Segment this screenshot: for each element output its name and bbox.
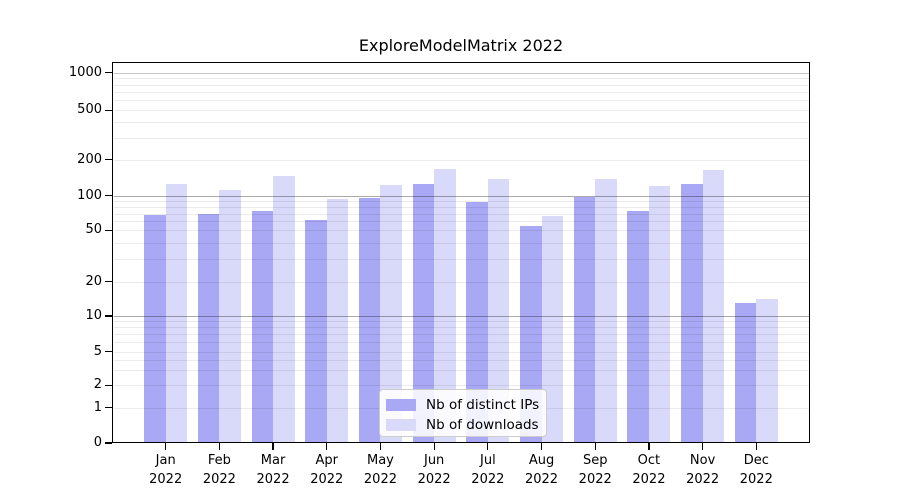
y-tick-200 bbox=[105, 158, 112, 161]
y-tick-20 bbox=[105, 280, 112, 283]
x-tick-label-nov: Nov 2022 bbox=[686, 453, 720, 487]
x-tick-label-feb: Feb 2022 bbox=[202, 453, 236, 487]
legend: Nb of distinct IPs Nb of downloads bbox=[379, 389, 547, 437]
bar-distinct-ips-nov bbox=[681, 183, 703, 443]
legend-item-downloads: Nb of downloads bbox=[386, 415, 539, 435]
legend-label-downloads: Nb of downloads bbox=[426, 417, 539, 433]
y-tick-50 bbox=[105, 229, 112, 231]
x-tick-jun bbox=[433, 443, 435, 450]
bar-distinct-ips-jun bbox=[412, 184, 435, 443]
x-tick-oct bbox=[648, 443, 650, 450]
bar-downloads-jun bbox=[434, 169, 456, 443]
x-tick-label-apr: Apr 2022 bbox=[310, 453, 344, 487]
gridline-400 bbox=[113, 122, 809, 124]
x-tick-feb bbox=[218, 443, 221, 450]
y-tick-0 bbox=[105, 442, 112, 444]
legend-item-distinct-ips: Nb of distinct IPs bbox=[386, 395, 540, 415]
y-tick-2 bbox=[105, 384, 112, 386]
x-tick-label-jan: Jan 2022 bbox=[149, 453, 183, 487]
x-tick-label-sep: Sep 2022 bbox=[578, 453, 612, 487]
x-tick-label-oct: Oct 2022 bbox=[632, 453, 666, 487]
x-tick-label-may: May 2022 bbox=[363, 453, 397, 487]
bar-distinct-ips-sep bbox=[573, 197, 596, 443]
gridline-700 bbox=[113, 92, 809, 94]
bar-distinct-ips-dec bbox=[734, 302, 757, 443]
x-tick-jan bbox=[165, 443, 167, 450]
x-tick-label-dec: Dec 2022 bbox=[739, 453, 773, 487]
y-tick-label-1: 1 bbox=[93, 399, 102, 415]
x-tick-dec bbox=[755, 443, 757, 450]
bar-downloads-oct bbox=[648, 186, 671, 443]
x-tick-jul bbox=[487, 443, 489, 450]
bar-downloads-aug bbox=[541, 215, 564, 443]
bar-downloads-apr bbox=[326, 199, 349, 443]
x-tick-may bbox=[379, 443, 382, 450]
bar-downloads-may bbox=[380, 184, 402, 443]
chart-title: ExploreModelMatrix 2022 bbox=[358, 36, 564, 55]
gridline-800 bbox=[113, 84, 809, 86]
y-tick-5 bbox=[105, 350, 112, 353]
x-tick-mar bbox=[272, 443, 274, 450]
x-tick-apr bbox=[326, 443, 328, 450]
bar-downloads-dec bbox=[756, 299, 778, 443]
y-tick-label-2: 2 bbox=[93, 377, 102, 393]
bar-distinct-ips-feb bbox=[197, 213, 220, 443]
bar-downloads-sep bbox=[595, 178, 617, 443]
bar-downloads-nov bbox=[702, 170, 725, 443]
bar-distinct-ips-jul bbox=[466, 202, 488, 443]
y-tick-label-20: 20 bbox=[85, 273, 102, 289]
bar-downloads-feb bbox=[219, 189, 241, 443]
legend-label-distinct-ips: Nb of distinct IPs bbox=[426, 397, 540, 413]
gridline-500 bbox=[113, 110, 809, 112]
y-tick-100 bbox=[105, 195, 112, 197]
y-tick-label-100: 100 bbox=[77, 187, 102, 203]
x-tick-label-mar: Mar 2022 bbox=[256, 453, 290, 487]
bar-distinct-ips-oct bbox=[627, 211, 649, 443]
bar-downloads-mar bbox=[273, 176, 295, 443]
x-tick-aug bbox=[540, 443, 543, 450]
x-tick-label-aug: Aug 2022 bbox=[524, 453, 559, 487]
bar-downloads-jan bbox=[165, 184, 188, 443]
x-tick-nov bbox=[701, 443, 704, 450]
bar-distinct-ips-may bbox=[358, 198, 381, 443]
y-tick-label-200: 200 bbox=[77, 151, 102, 167]
x-tick-sep bbox=[594, 443, 596, 450]
bar-downloads-jul bbox=[487, 178, 510, 443]
gridline-1000 bbox=[113, 72, 809, 74]
gridline-300 bbox=[113, 137, 809, 139]
legend-swatch-downloads bbox=[386, 419, 416, 431]
bar-distinct-ips-aug bbox=[520, 225, 542, 443]
y-tick-label-1000: 1000 bbox=[68, 64, 102, 80]
y-tick-label-10: 10 bbox=[85, 307, 102, 323]
y-tick-1 bbox=[105, 407, 112, 409]
y-tick-1000 bbox=[105, 72, 112, 74]
y-tick-label-0: 0 bbox=[93, 435, 102, 450]
bar-distinct-ips-apr bbox=[305, 220, 327, 443]
y-tick-label-50: 50 bbox=[85, 222, 102, 238]
gridline-600 bbox=[113, 100, 809, 102]
x-tick-label-jun: Jun 2022 bbox=[417, 453, 451, 487]
y-tick-500 bbox=[105, 109, 112, 111]
y-tick-label-500: 500 bbox=[77, 102, 102, 118]
bar-distinct-ips-mar bbox=[251, 211, 274, 443]
x-tick-label-jul: Jul 2022 bbox=[471, 453, 505, 487]
gridline-900 bbox=[113, 78, 809, 80]
y-tick-label-5: 5 bbox=[93, 343, 102, 359]
y-tick-10 bbox=[105, 315, 112, 317]
legend-swatch-distinct-ips bbox=[386, 399, 416, 411]
gridline-200 bbox=[113, 159, 809, 161]
bar-distinct-ips-jan bbox=[144, 214, 166, 443]
